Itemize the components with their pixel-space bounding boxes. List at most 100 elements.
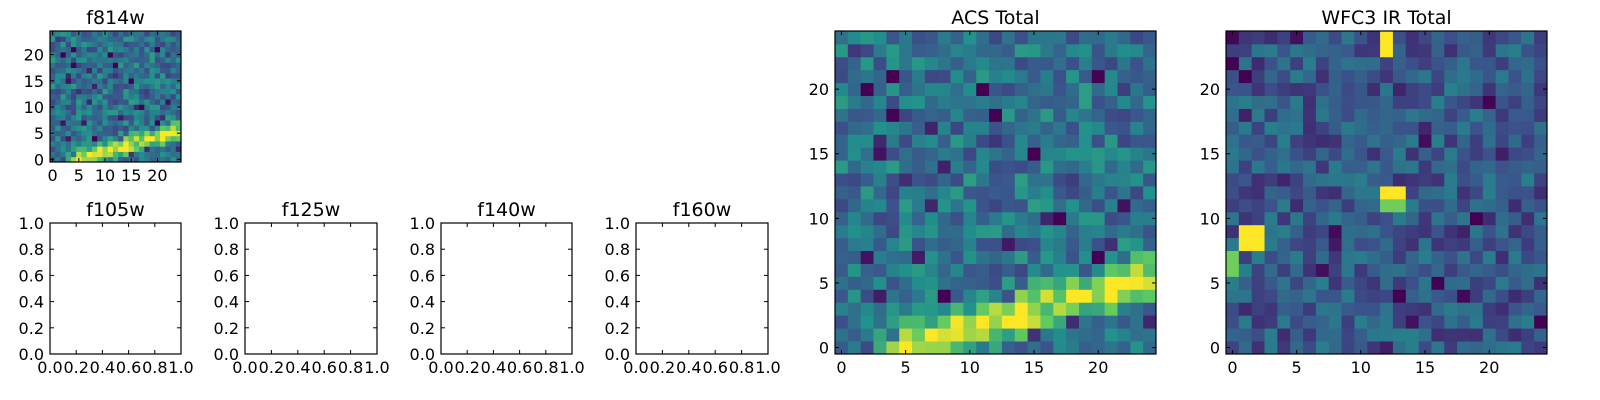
heatmap-cell [1405, 315, 1419, 329]
heatmap-cell [91, 151, 98, 158]
acs-total-axes-frame [834, 30, 1157, 355]
heatmap-cell [1418, 186, 1432, 200]
heatmap-cell [65, 135, 72, 142]
heatmap-cell [924, 56, 939, 71]
heatmap-cell [91, 120, 98, 126]
heatmap-cell [912, 198, 926, 213]
heatmap-cell [144, 72, 150, 79]
heatmap-cell [1130, 237, 1144, 252]
heatmap-cell [1040, 315, 1054, 329]
heatmap-cell [1104, 173, 1118, 187]
heatmap-cell [112, 135, 119, 142]
heatmap-cell [76, 46, 82, 53]
heatmap-cell [1104, 302, 1118, 316]
heatmap-cell [1264, 315, 1278, 329]
heatmap-cell [170, 36, 177, 42]
heatmap-cell [1078, 237, 1093, 252]
heatmap-cell [144, 41, 150, 48]
heatmap-cell [1001, 43, 1016, 58]
heatmap-cell [989, 43, 1003, 58]
heatmap-cell [154, 62, 161, 69]
x-tick-label: 0.2 [454, 358, 479, 377]
heatmap-cell [886, 302, 900, 316]
heatmap-cell [1392, 315, 1407, 329]
heatmap-cell [835, 108, 849, 122]
heatmap-cell [118, 120, 124, 126]
heatmap-cell [899, 160, 913, 174]
heatmap-cell [1418, 341, 1432, 355]
heatmap-cell [1315, 276, 1330, 290]
x-tick-label: 5 [901, 358, 911, 377]
heatmap-cell [1495, 302, 1509, 316]
heatmap-cell [950, 134, 964, 148]
heatmap-cell [1508, 224, 1522, 239]
heatmap-cell [1508, 121, 1522, 135]
heatmap-cell [1001, 328, 1016, 342]
heatmap-cell [76, 93, 82, 100]
heatmap-cell [1418, 82, 1432, 96]
heatmap-cell [950, 328, 964, 342]
x-tick-label: 5 [74, 166, 84, 185]
heatmap-cell [1078, 108, 1093, 122]
heatmap-cell [1238, 56, 1253, 71]
heatmap-cell [1392, 121, 1407, 135]
heatmap-cell [989, 237, 1003, 252]
heatmap-cell [1091, 276, 1106, 290]
heatmap-cell [835, 186, 849, 200]
heatmap-cell [1303, 302, 1317, 316]
acs-total-title: ACS Total [951, 7, 1039, 29]
heatmap-cell [1341, 95, 1355, 109]
heatmap-cell [1328, 95, 1342, 109]
heatmap-cell [1521, 250, 1535, 264]
heatmap-cell [899, 121, 913, 135]
heatmap-cell [1226, 56, 1240, 71]
f105w-title: f105w [86, 199, 145, 221]
heatmap-cell [1014, 341, 1028, 355]
heatmap-cell [1053, 186, 1067, 200]
heatmap-cell [899, 82, 913, 96]
heatmap-cell [912, 224, 926, 239]
heatmap-cell [1367, 134, 1381, 148]
heatmap-cell [60, 120, 67, 126]
heatmap-cell [1027, 341, 1041, 355]
heatmap-cell [1251, 121, 1265, 135]
heatmap-cell [1431, 95, 1445, 109]
heatmap-cell [175, 141, 182, 147]
heatmap-cell [847, 237, 862, 252]
heatmap-cell [50, 67, 56, 74]
heatmap-cell [128, 104, 135, 110]
heatmap-cell [1104, 328, 1118, 342]
heatmap-cell [1251, 328, 1265, 342]
heatmap-cell [1534, 276, 1548, 290]
heatmap-cell [1495, 147, 1509, 161]
heatmap-cell [81, 88, 88, 95]
heatmap-cell [70, 46, 77, 53]
heatmap-cell [1521, 43, 1535, 58]
heatmap-cell [1495, 250, 1509, 264]
heatmap-cell [1431, 31, 1445, 45]
heatmap-cell [1277, 237, 1291, 252]
heatmap-cell [1027, 147, 1041, 161]
heatmap-cell [112, 36, 119, 42]
heatmap-cell [1405, 108, 1419, 122]
x-tick-label: 1.0 [559, 358, 584, 377]
heatmap-cell [1027, 108, 1041, 122]
heatmap-cell [165, 109, 171, 116]
heatmap-cell [1143, 224, 1157, 239]
heatmap-cell [1130, 302, 1144, 316]
heatmap-cell [123, 67, 129, 74]
heatmap-cell [128, 41, 135, 48]
heatmap-cell [1380, 224, 1394, 239]
heatmap-cell [144, 51, 150, 58]
heatmap-cell [76, 125, 82, 131]
heatmap-cell [1303, 237, 1317, 252]
heatmap-cell [976, 147, 990, 161]
heatmap-cell [1143, 121, 1157, 135]
heatmap-cell [886, 160, 900, 174]
heatmap-cell [1508, 82, 1522, 96]
heatmap-cell [102, 130, 109, 137]
heatmap-cell [91, 99, 98, 105]
heatmap-cell [1367, 276, 1381, 290]
heatmap-cell [160, 146, 166, 152]
heatmap-cell [102, 62, 109, 69]
